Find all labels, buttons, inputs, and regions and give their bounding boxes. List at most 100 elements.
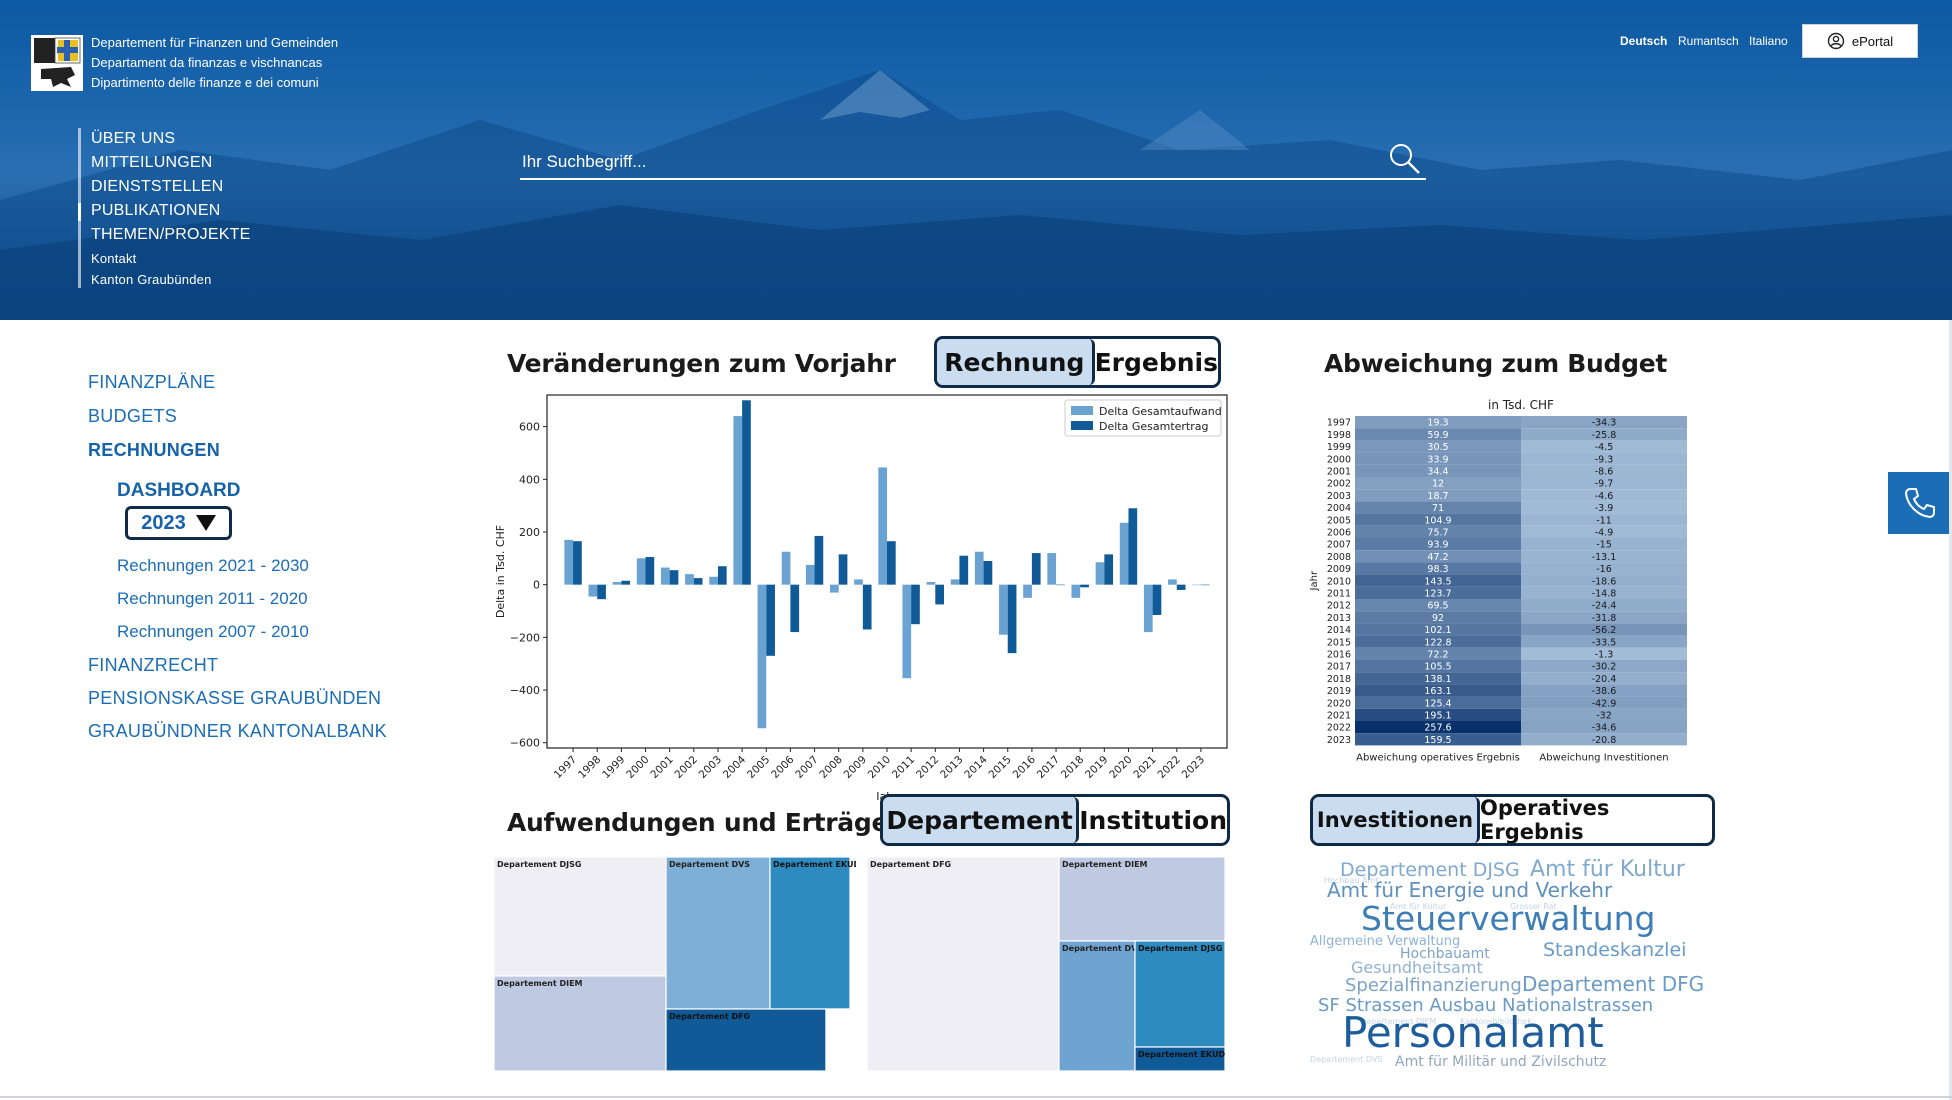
heatmap-title: in Tsd. CHF [1488,398,1554,412]
lang-rumantsch[interactable]: Rumantsch [1678,34,1739,48]
x-tick-label: 1997 [552,754,579,781]
eportal-button[interactable]: ePortal [1802,24,1918,58]
heat-value-op: 105.5 [1424,662,1451,673]
heat-cell-op-2004 [1355,501,1521,514]
heat-value-op: 92 [1432,613,1444,624]
heat-cell-inv-2015 [1521,635,1687,648]
heat-value-op: 59.9 [1427,430,1448,441]
y-tick-label: −400 [510,684,540,697]
lang-deutsch[interactable]: Deutsch [1620,34,1668,48]
wordcloud-word: Amt für Energie und Verkehr [1327,878,1613,902]
y-axis-label: Delta in Tsd. CHF [494,525,507,618]
nav-kanton-graubuenden[interactable]: Kanton Graubünden [91,272,212,287]
heat-row-label: 2010 [1327,576,1351,587]
search-button[interactable] [1388,142,1422,176]
menu-rechnungen-2007-2010[interactable]: Rechnungen 2007 - 2010 [117,622,309,641]
nav-publikationen[interactable]: PUBLIKATIONEN [91,202,221,219]
year-select[interactable]: 2023 [125,506,232,540]
triangle-down-icon [195,515,216,531]
heat-row-label: 2014 [1327,625,1351,636]
bar-ertrag-2010 [887,541,896,585]
menu-pensionskasse[interactable]: PENSIONSKASSE GRAUBÜNDEN [88,688,382,708]
nav-themen-projekte[interactable]: THEMEN/PROJEKTE [91,226,251,243]
menu-finanzrecht[interactable]: FINANZRECHT [88,655,219,675]
heat-row-label: 2022 [1327,723,1351,734]
wordcloud-word: Amt für Kultur [1530,857,1686,882]
bar-ertrag-2021 [1152,584,1162,615]
heat-cell-inv-2017 [1521,660,1687,673]
bar-aufwand-2005 [757,584,767,729]
page-scrollbar[interactable] [1949,320,1952,1100]
heat-cell-op-2007 [1355,538,1521,551]
footer-divider [0,1096,1952,1098]
aufwand-toggle: Departement Institution [880,794,1230,846]
heat-cell-inv-2001 [1521,464,1687,477]
heat-cell-op-2010 [1355,574,1521,587]
heat-y-label: Jahr [1309,570,1320,591]
wordcloud-institutionen: Hochbau Amt Amt für Kultur Grosser Rat Depa… [1310,857,1704,1070]
bar-ertrag-2004 [742,400,751,585]
toggle-ergebnis[interactable]: Ergebnis [1094,347,1218,377]
heat-value-op: 125.4 [1424,698,1451,709]
heat-value-op: 163.1 [1424,686,1451,697]
treemap-cell [1058,857,1226,942]
heat-cell-inv-2009 [1521,562,1687,575]
menu-budgets[interactable]: BUDGETS [88,406,178,426]
toggle-institution[interactable]: Institution [1079,805,1227,835]
menu-kantonalbank[interactable]: GRAUBÜNDNER KANTONALBANK [88,721,387,741]
bar-aufwand-1999 [612,582,622,585]
canton-logo[interactable] [31,35,83,91]
heat-row-label: 2004 [1327,503,1351,514]
heat-cell-inv-2000 [1521,452,1687,465]
heat-value-op: 33.9 [1427,454,1448,465]
wordcloud-minor-word: Grosser Rat [1510,902,1557,911]
menu-rechnungen[interactable]: RECHNUNGEN [88,440,221,460]
treemap-label: Departement DFG [870,860,951,869]
search-input[interactable] [520,146,1426,180]
nav-kontakt[interactable]: Kontakt [91,251,137,266]
heat-cell-inv-2007 [1521,538,1687,551]
heat-value-op: 102.1 [1424,625,1451,636]
menu-rechnungen-2021-2030[interactable]: Rechnungen 2021 - 2030 [117,556,309,575]
bar-ertrag-2022 [1176,584,1186,590]
contact-phone-button[interactable] [1888,472,1952,534]
heat-value-op: 30.5 [1427,442,1448,453]
heat-cell-inv-2016 [1521,647,1687,660]
menu-rechnungen-2011-2020[interactable]: Rechnungen 2011 - 2020 [117,589,308,608]
heat-value-op: 75.7 [1427,528,1448,539]
x-tick-label: 2012 [914,754,941,781]
heat-value-op: 195.1 [1424,711,1451,722]
x-tick-label: 2019 [1083,754,1110,781]
heat-value-op: 159.5 [1424,735,1451,746]
heat-cell-op-2002 [1355,477,1521,490]
toggle-investitionen[interactable]: Investitionen [1313,797,1480,843]
menu-finanzplaene[interactable]: FINANZPLÄNE [88,372,216,392]
nav-ueber-uns[interactable]: ÜBER UNS [91,130,176,147]
menu-dashboard[interactable]: DASHBOARD [117,480,241,501]
bar-aufwand-2009 [854,579,863,585]
treemap-label: Departement EKUD [1138,1050,1225,1059]
nav-mitteilungen[interactable]: MITTEILUNGEN [91,154,213,171]
nav-dienststellen[interactable]: DIENSTSTELLEN [91,178,224,195]
year-select-value: 2023 [141,511,186,534]
treemap-label: Departement DFG [669,1012,750,1021]
bar-aufwand-2004 [733,416,743,585]
x-tick-label: 2013 [938,754,965,781]
toggle-rechnung[interactable]: Rechnung [937,339,1095,385]
heat-value-inv: -20.4 [1592,674,1617,685]
bar-ertrag-2018 [1080,584,1089,588]
heat-cell-op-2005 [1355,513,1521,526]
lang-italiano[interactable]: Italiano [1749,34,1788,48]
wordcloud-word: SF Strassen Ausbau Nationalstrassen [1318,995,1653,1016]
heat-value-inv: -9.7 [1595,479,1614,490]
heat-row-label: 2015 [1327,637,1351,648]
heat-value-op: 19.3 [1427,418,1448,429]
legend-swatch [1071,421,1093,430]
heat-value-inv: -9.3 [1595,454,1614,465]
treemap-label: Departement EKUD [773,860,856,869]
toggle-operatives-ergebnis[interactable]: Operatives Ergebnis [1480,796,1610,844]
heat-cell-inv-1998 [1521,428,1687,441]
heat-cell-inv-2006 [1521,525,1687,538]
heatmap-budget: in Tsd. CHF 19.3 -34.3 1997 59.9 -25.8 1998 30.… [1309,398,1687,763]
toggle-departement[interactable]: Departement [883,797,1080,843]
